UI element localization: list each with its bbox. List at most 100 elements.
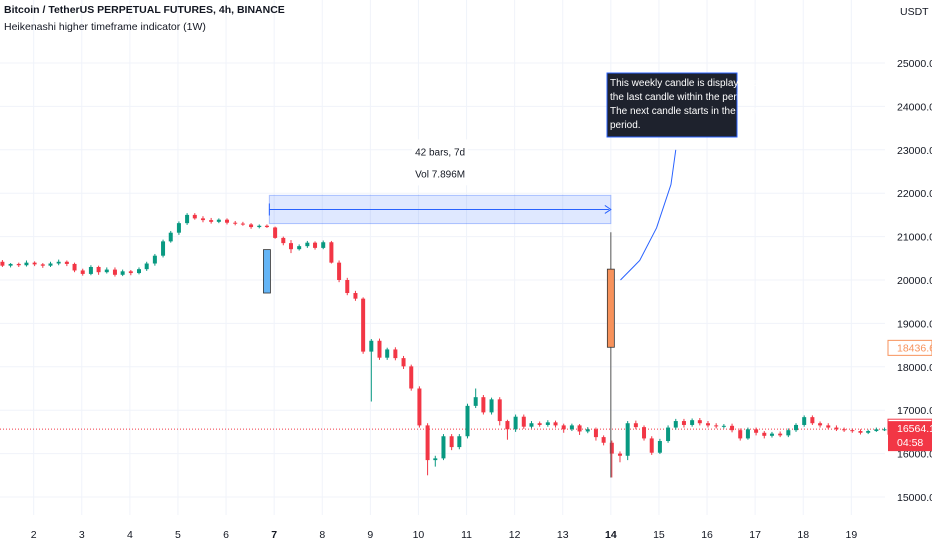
- candle-body: [369, 340, 374, 352]
- candle-body: [497, 399, 502, 422]
- x-tick-label: 11: [461, 529, 472, 541]
- candle-body: [264, 225, 269, 228]
- x-tick-label: 2: [31, 529, 37, 541]
- candle-body: [625, 423, 630, 456]
- candle-body: [56, 261, 61, 264]
- price-label-text: 16564.1: [897, 423, 932, 435]
- symbol-title: Bitcoin / TetherUS PERPETUAL FUTURES, 4h…: [4, 4, 285, 16]
- candle-body: [617, 453, 622, 456]
- x-tick-label: 4: [127, 529, 133, 541]
- candle-body: [473, 397, 478, 406]
- candle-body: [137, 269, 142, 274]
- x-tick-label: 8: [319, 529, 325, 541]
- candle-body: [104, 269, 109, 273]
- x-tick-label: 10: [413, 529, 425, 541]
- callout-text-line: period.: [610, 120, 641, 131]
- candle-body: [161, 241, 166, 256]
- candle-body: [305, 242, 310, 247]
- candle-body: [144, 263, 149, 270]
- candle-body: [754, 429, 759, 433]
- y-tick-label: 20000.0: [897, 275, 932, 287]
- candle-body: [882, 429, 887, 431]
- price-label-box: [888, 421, 932, 452]
- candle-body: [666, 427, 671, 442]
- x-tick-label: 6: [223, 529, 229, 541]
- candle-body: [769, 433, 774, 436]
- currency-label: USDT: [900, 6, 929, 18]
- candle-body: [48, 263, 53, 266]
- range-arrow-head: [604, 205, 612, 214]
- candle-body: [513, 416, 518, 430]
- x-tick-label: 18: [797, 529, 809, 541]
- candle-body: [642, 427, 647, 439]
- candle-body: [489, 399, 494, 413]
- candle-body: [345, 280, 350, 294]
- range-volume-label: Vol 7.896M: [415, 169, 465, 180]
- candle-body: [457, 436, 462, 448]
- candle-body: [738, 430, 743, 439]
- candle-body: [714, 425, 719, 427]
- x-tick-label: 12: [509, 529, 521, 541]
- candle-body: [72, 263, 77, 271]
- y-tick-label: 17000.0: [897, 405, 932, 417]
- candle-body: [8, 263, 13, 266]
- candle-body: [32, 262, 37, 265]
- candle-body: [505, 421, 510, 430]
- y-tick-label: 25000.0: [897, 58, 932, 70]
- range-label-box: [412, 139, 469, 186]
- candle-body: [706, 423, 710, 426]
- candle-body: [649, 438, 654, 453]
- candle-body: [826, 425, 831, 428]
- candle-body: [802, 417, 807, 425]
- candle-body: [866, 431, 871, 433]
- x-tick-label: 5: [175, 529, 181, 541]
- candle-body: [449, 436, 454, 448]
- candle-body: [288, 243, 293, 250]
- price-label-countdown: 04:58: [897, 437, 923, 449]
- candle-body: [633, 423, 638, 428]
- candle-body: [794, 424, 799, 431]
- candle-body: [601, 437, 606, 443]
- candle-body: [721, 425, 726, 427]
- callout-text-line: This weekly candle is displayed as: [610, 78, 763, 89]
- candle-body: [353, 293, 358, 299]
- candle-body: [842, 429, 847, 431]
- y-tick-label: 15000.0: [897, 492, 932, 504]
- candle-body: [417, 388, 422, 426]
- candle-body: [80, 270, 85, 274]
- candle-body: [40, 264, 45, 266]
- callout-text-line: The next candle starts in the next: [610, 106, 758, 117]
- candle-body: [273, 227, 278, 238]
- candle-body: [778, 433, 783, 436]
- candle-body: [433, 458, 438, 461]
- candle-body: [874, 429, 879, 432]
- range-bars-label: 42 bars, 7d: [415, 147, 465, 158]
- candle-body: [745, 429, 750, 439]
- candle-body: [88, 266, 93, 274]
- candle-body: [377, 340, 382, 358]
- candle-body: [313, 242, 318, 248]
- candle-body: [521, 416, 526, 427]
- candle-body: [786, 430, 791, 436]
- candle-body: [64, 261, 69, 264]
- candle-body: [361, 298, 366, 352]
- candle-body: [16, 263, 21, 266]
- x-tick-label: 14: [605, 529, 617, 541]
- candle-body: [810, 417, 815, 424]
- candle-body: [561, 425, 566, 430]
- candle-body: [441, 436, 446, 459]
- x-tick-label: 3: [79, 529, 85, 541]
- y-tick-label: 22000.0: [897, 188, 932, 200]
- candle-body: [24, 262, 29, 266]
- candle-body: [409, 366, 414, 389]
- candle-body: [393, 349, 398, 359]
- callout-line: [620, 149, 677, 281]
- candle-body: [176, 223, 181, 233]
- candle-body: [569, 425, 574, 430]
- weekly-candle-body: [606, 268, 615, 348]
- candle-body: [553, 422, 558, 426]
- candle-body: [465, 405, 470, 437]
- candle-body: [233, 222, 238, 224]
